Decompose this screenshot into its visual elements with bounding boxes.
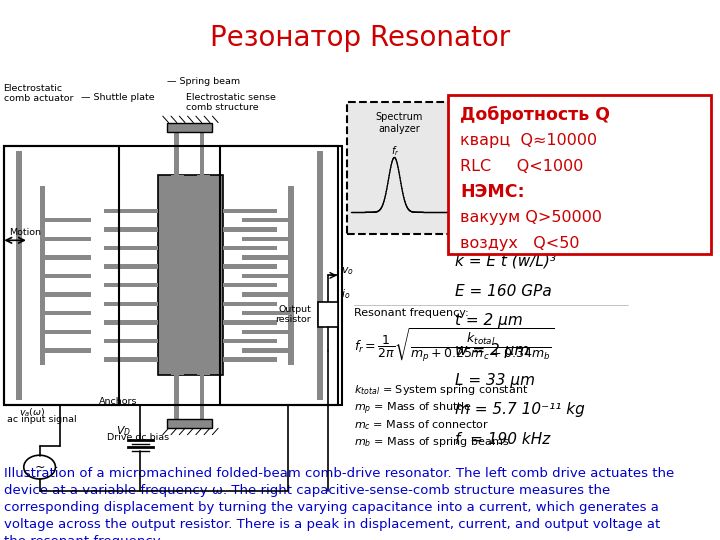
Text: Motion: Motion	[9, 228, 41, 237]
Bar	[223, 265, 277, 269]
Text: E = 160 GPa: E = 160 GPa	[455, 284, 552, 299]
Bar	[242, 237, 288, 241]
Bar	[104, 227, 158, 232]
Bar	[104, 302, 158, 306]
Bar	[45, 348, 91, 353]
Bar	[167, 418, 212, 428]
Text: k = E t (w/L)³: k = E t (w/L)³	[455, 254, 556, 269]
Bar	[104, 208, 158, 213]
Text: Добротность Q: Добротность Q	[460, 106, 610, 124]
Bar	[104, 357, 158, 362]
Bar	[45, 274, 91, 278]
Bar	[158, 176, 223, 375]
Bar	[223, 302, 277, 306]
Text: воздух   Q<50: воздух Q<50	[460, 236, 580, 251]
Text: $i_o$: $i_o$	[341, 287, 350, 301]
Text: w = 2 μm: w = 2 μm	[455, 343, 529, 358]
Text: t = 2 μm: t = 2 μm	[455, 313, 523, 328]
Text: $m_b$ = Mass of spring beams: $m_b$ = Mass of spring beams	[354, 435, 510, 449]
Text: Anchors: Anchors	[99, 397, 138, 406]
Bar	[4, 146, 342, 405]
Bar	[174, 375, 179, 418]
Bar	[223, 339, 277, 343]
Text: ac input signal: ac input signal	[7, 415, 77, 424]
Text: $f_r$: $f_r$	[391, 144, 400, 158]
Bar	[104, 265, 158, 269]
Bar	[45, 237, 91, 241]
Bar	[45, 329, 91, 334]
Bar	[220, 146, 338, 405]
Bar	[223, 246, 277, 250]
Bar	[104, 339, 158, 343]
Text: $v_o$: $v_o$	[341, 265, 354, 277]
Bar	[242, 329, 288, 334]
Text: Electrostatic sense
comb structure: Electrostatic sense comb structure	[186, 93, 276, 112]
Bar	[317, 151, 323, 400]
Text: $m_c$ = Mass of connector: $m_c$ = Mass of connector	[354, 418, 490, 432]
Bar	[200, 132, 204, 176]
Text: — Shuttle plate: — Shuttle plate	[81, 93, 154, 102]
Text: вакуум Q>50000: вакуум Q>50000	[460, 210, 602, 225]
FancyBboxPatch shape	[448, 94, 711, 254]
Bar	[45, 218, 91, 222]
Bar	[40, 186, 45, 364]
Text: Resonant frequency:: Resonant frequency:	[354, 308, 469, 318]
Bar	[242, 274, 288, 278]
Bar	[104, 320, 158, 325]
Bar	[223, 357, 277, 362]
Bar	[171, 176, 184, 375]
Bar	[167, 123, 212, 132]
Text: $k_{total}$ = System spring constant: $k_{total}$ = System spring constant	[354, 383, 528, 397]
Bar	[223, 227, 277, 232]
Text: $V_D$: $V_D$	[117, 424, 131, 438]
Bar	[242, 218, 288, 222]
Text: кварц  Q≈10000: кварц Q≈10000	[460, 133, 597, 148]
Text: Output
resistor: Output resistor	[275, 305, 311, 325]
Bar	[223, 320, 277, 325]
Bar	[223, 208, 277, 213]
Bar	[16, 151, 22, 400]
Text: $m_p$ = Mass of shuttle: $m_p$ = Mass of shuttle	[354, 401, 472, 417]
Bar	[171, 176, 184, 375]
Bar	[242, 292, 288, 296]
Bar	[242, 348, 288, 353]
Text: Резонатор Resonator: Резонатор Resonator	[210, 24, 510, 52]
Text: L = 33 μm: L = 33 μm	[455, 373, 535, 388]
Text: Illustration of a micromachined folded-beam comb-drive resonator. The left comb : Illustration of a micromachined folded-b…	[4, 467, 674, 540]
Text: $f_r = \dfrac{1}{2\pi}\sqrt{\dfrac{k_{total}}{m_p + 0.25m_c + 0.34m_b}}$: $f_r = \dfrac{1}{2\pi}\sqrt{\dfrac{k_{to…	[354, 327, 555, 364]
Bar	[197, 176, 210, 375]
Text: $v_a(ω)$: $v_a(ω)$	[19, 406, 46, 418]
Text: m = 5.7 10⁻¹¹ kg: m = 5.7 10⁻¹¹ kg	[455, 402, 585, 417]
Bar	[45, 255, 91, 260]
Text: НЭМС:: НЭМС:	[460, 183, 525, 201]
Text: Drive dc bias: Drive dc bias	[107, 433, 168, 442]
Bar	[200, 375, 204, 418]
Bar	[318, 302, 338, 327]
Text: ~: ~	[35, 461, 45, 474]
FancyBboxPatch shape	[347, 102, 451, 234]
Text: RLC     Q<1000: RLC Q<1000	[460, 159, 583, 174]
Text: — Spring beam: — Spring beam	[167, 77, 240, 86]
Bar	[288, 186, 294, 364]
Bar	[197, 176, 210, 375]
Bar	[242, 311, 288, 315]
Text: Electrostatic
comb actuator: Electrostatic comb actuator	[4, 84, 73, 103]
Bar	[104, 283, 158, 287]
Bar	[104, 246, 158, 250]
Bar	[4, 146, 119, 405]
Bar	[45, 311, 91, 315]
Text: f  = 190 kHz: f = 190 kHz	[455, 432, 550, 447]
Bar	[45, 292, 91, 296]
Bar	[223, 283, 277, 287]
Bar	[174, 132, 179, 176]
Bar	[242, 255, 288, 260]
Text: Spectrum
analyzer: Spectrum analyzer	[376, 112, 423, 134]
